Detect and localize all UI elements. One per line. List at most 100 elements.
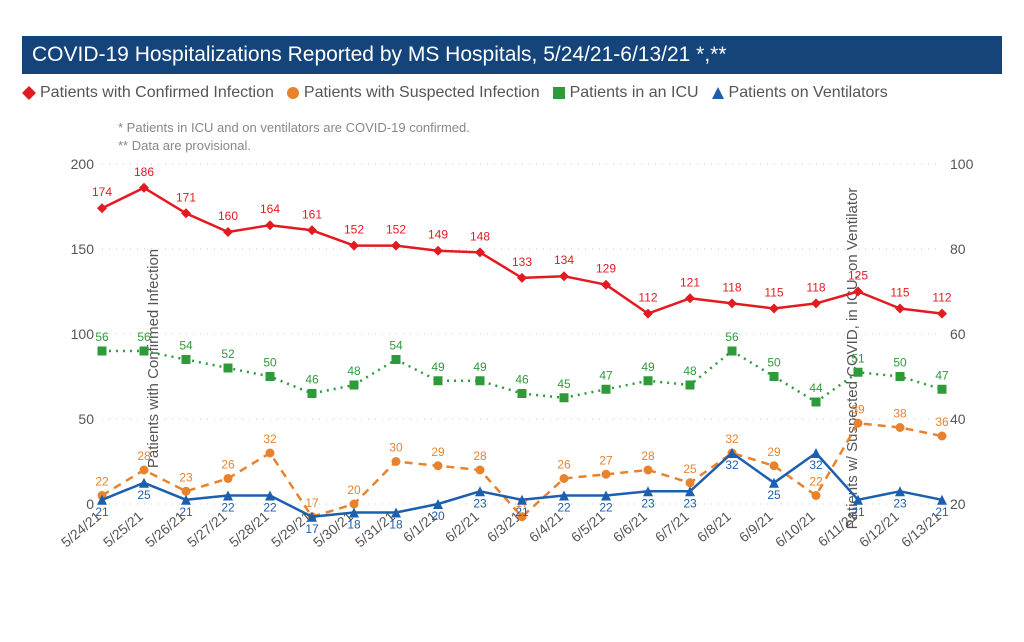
svg-text:6/9/21: 6/9/21: [736, 508, 776, 545]
svg-text:80: 80: [950, 241, 966, 257]
svg-text:52: 52: [221, 347, 235, 361]
svg-text:22: 22: [809, 475, 823, 489]
svg-text:20: 20: [950, 496, 966, 512]
svg-text:152: 152: [344, 223, 364, 237]
svg-text:23: 23: [641, 496, 655, 510]
svg-text:21: 21: [851, 505, 865, 519]
svg-text:26: 26: [221, 458, 235, 472]
svg-text:32: 32: [809, 458, 823, 472]
svg-text:26: 26: [557, 458, 571, 472]
svg-text:23: 23: [179, 470, 193, 484]
chart-plot: 050100150200204060801005/24/215/25/215/2…: [22, 124, 1002, 594]
svg-text:32: 32: [263, 432, 277, 446]
svg-text:121: 121: [680, 275, 700, 289]
svg-text:56: 56: [725, 330, 739, 344]
svg-text:22: 22: [95, 475, 109, 489]
svg-text:100: 100: [950, 156, 974, 172]
svg-text:32: 32: [725, 458, 739, 472]
svg-text:152: 152: [386, 223, 406, 237]
diamond-icon: [22, 86, 36, 100]
svg-text:160: 160: [218, 209, 238, 223]
chart-title: COVID-19 Hospitalizations Reported by MS…: [32, 43, 727, 66]
svg-text:186: 186: [134, 165, 154, 179]
svg-text:48: 48: [683, 364, 697, 378]
svg-text:51: 51: [851, 351, 865, 365]
circle-icon: [286, 86, 300, 100]
svg-text:38: 38: [893, 407, 907, 421]
svg-text:171: 171: [176, 190, 196, 204]
legend-item-vent: Patients on Ventilators: [711, 84, 888, 102]
svg-text:21: 21: [935, 505, 949, 519]
svg-text:46: 46: [515, 373, 529, 387]
svg-text:23: 23: [683, 496, 697, 510]
svg-text:23: 23: [893, 496, 907, 510]
svg-text:115: 115: [890, 286, 909, 300]
svg-text:125: 125: [848, 269, 868, 283]
svg-text:164: 164: [260, 202, 280, 216]
legend-item-suspected: Patients with Suspected Infection: [286, 84, 540, 102]
svg-text:23: 23: [473, 496, 487, 510]
legend: Patients with Confirmed Infection Patien…: [22, 84, 888, 102]
svg-text:56: 56: [95, 330, 109, 344]
svg-text:100: 100: [71, 326, 95, 342]
svg-text:25: 25: [767, 488, 781, 502]
svg-text:6/7/21: 6/7/21: [652, 508, 692, 545]
svg-text:46: 46: [305, 373, 319, 387]
svg-text:25: 25: [137, 488, 151, 502]
svg-text:60: 60: [950, 326, 966, 342]
svg-text:27: 27: [599, 453, 613, 467]
svg-text:28: 28: [641, 449, 655, 463]
svg-text:54: 54: [179, 339, 193, 353]
svg-text:28: 28: [137, 449, 151, 463]
svg-text:47: 47: [935, 368, 949, 382]
svg-text:6/8/21: 6/8/21: [694, 508, 734, 545]
svg-text:50: 50: [263, 356, 277, 370]
svg-text:129: 129: [596, 262, 616, 276]
svg-text:56: 56: [137, 330, 151, 344]
svg-text:22: 22: [599, 501, 613, 515]
svg-text:112: 112: [638, 291, 657, 305]
legend-item-icu: Patients in an ICU: [552, 84, 699, 102]
svg-text:50: 50: [767, 356, 781, 370]
svg-text:17: 17: [305, 522, 319, 536]
chart-title-bar: COVID-19 Hospitalizations Reported by MS…: [22, 36, 1002, 74]
svg-text:118: 118: [806, 280, 825, 294]
svg-text:22: 22: [263, 501, 277, 515]
svg-text:30: 30: [389, 441, 403, 455]
svg-text:44: 44: [809, 381, 823, 395]
legend-item-confirmed: Patients with Confirmed Infection: [22, 84, 274, 102]
svg-text:29: 29: [767, 445, 781, 459]
svg-text:22: 22: [221, 501, 235, 515]
svg-text:49: 49: [641, 360, 655, 374]
svg-text:54: 54: [389, 339, 403, 353]
triangle-icon: [711, 86, 725, 100]
svg-text:6/2/21: 6/2/21: [442, 508, 482, 545]
legend-label: Patients with Suspected Infection: [304, 84, 540, 102]
svg-text:150: 150: [71, 241, 95, 257]
svg-text:49: 49: [431, 360, 445, 374]
legend-label: Patients with Confirmed Infection: [40, 84, 274, 102]
svg-text:149: 149: [428, 228, 448, 242]
svg-text:20: 20: [347, 483, 361, 497]
svg-text:161: 161: [302, 207, 322, 221]
svg-text:6/6/21: 6/6/21: [610, 508, 650, 545]
legend-label: Patients on Ventilators: [729, 84, 888, 102]
svg-text:50: 50: [893, 356, 907, 370]
svg-text:29: 29: [431, 445, 445, 459]
svg-text:118: 118: [722, 280, 741, 294]
svg-text:25: 25: [683, 462, 697, 476]
svg-text:115: 115: [764, 286, 783, 300]
svg-text:49: 49: [473, 360, 487, 374]
svg-text:28: 28: [473, 449, 487, 463]
svg-text:40: 40: [950, 411, 966, 427]
svg-text:48: 48: [347, 364, 361, 378]
svg-text:36: 36: [935, 415, 949, 429]
svg-text:174: 174: [92, 185, 112, 199]
legend-label: Patients in an ICU: [570, 84, 699, 102]
svg-text:133: 133: [512, 255, 532, 269]
svg-text:6/10/21: 6/10/21: [772, 508, 818, 550]
svg-text:200: 200: [71, 156, 95, 172]
svg-text:148: 148: [470, 229, 490, 243]
svg-text:21: 21: [515, 505, 529, 519]
svg-text:50: 50: [78, 411, 94, 427]
